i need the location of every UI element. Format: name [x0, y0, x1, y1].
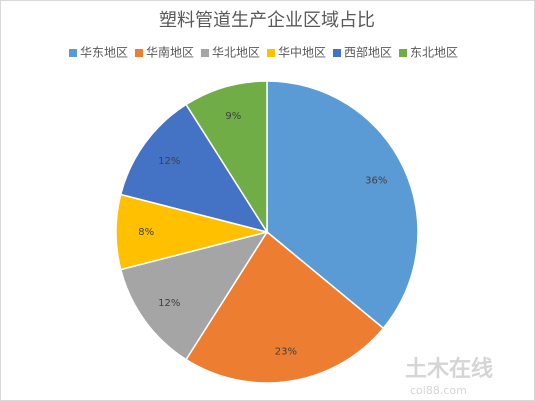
legend-label: 东北地区 [410, 46, 458, 60]
legend-label: 华北地区 [212, 46, 260, 60]
legend-swatch [333, 49, 341, 57]
data-label: 12% [158, 156, 180, 167]
data-label: 12% [158, 298, 180, 309]
legend-swatch [399, 49, 407, 57]
legend-label: 华中地区 [278, 45, 326, 60]
watermark: 土木在线 coi88.com [405, 356, 493, 397]
legend-label: 西部地区 [344, 45, 392, 60]
pie-slice [185, 80, 268, 235]
chart-title: 塑料管道生产企业区域占比 [159, 10, 375, 31]
legend-swatch [135, 49, 143, 57]
data-label: 23% [275, 346, 297, 357]
data-label: 9% [225, 111, 241, 122]
pie-slice [185, 230, 385, 384]
data-label: 8% [138, 227, 154, 238]
legend-swatch [69, 49, 77, 57]
pie-slice [119, 103, 269, 234]
watermark-site: coi88.com [410, 384, 467, 397]
legend-label: 华南地区 [146, 45, 194, 60]
legend-swatch [201, 49, 209, 57]
watermark-name: 土木在线 [405, 356, 493, 382]
legend-label: 华东地区 [80, 46, 128, 60]
pie-slice [266, 80, 419, 330]
legend-swatch [267, 49, 275, 57]
pie-slice [119, 230, 269, 361]
data-label: 36% [365, 176, 387, 187]
